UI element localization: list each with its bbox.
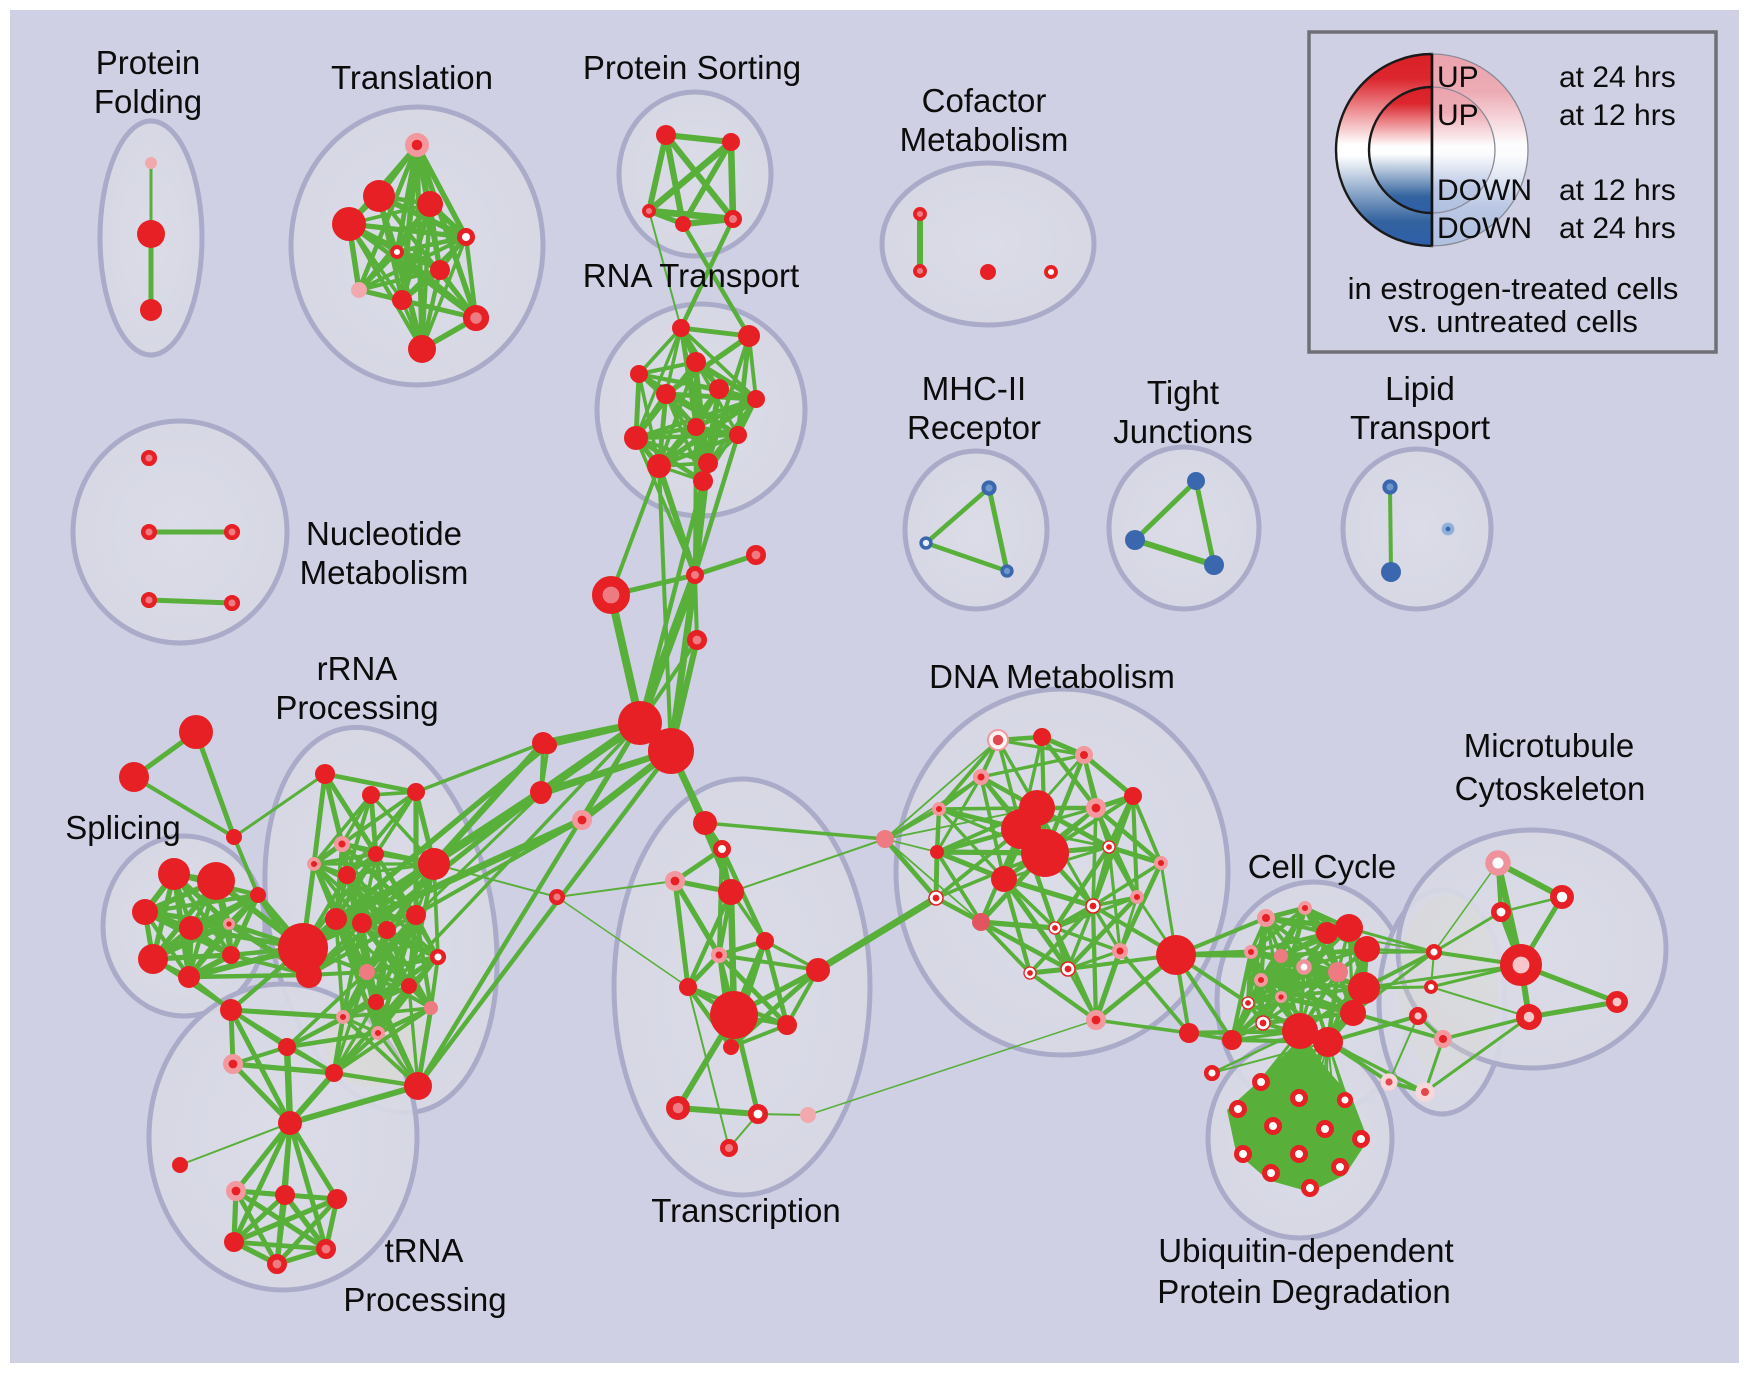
- svg-text:Processing: Processing: [275, 689, 438, 726]
- svg-text:Protein: Protein: [96, 44, 201, 81]
- svg-text:in estrogen-treated cells: in estrogen-treated cells: [1348, 271, 1679, 306]
- svg-text:Processing: Processing: [343, 1281, 506, 1318]
- svg-text:DNA Metabolism: DNA Metabolism: [929, 658, 1175, 695]
- svg-text:Metabolism: Metabolism: [300, 554, 469, 591]
- svg-text:Cell Cycle: Cell Cycle: [1248, 848, 1397, 885]
- svg-text:Transcription: Transcription: [651, 1192, 841, 1229]
- svg-text:Splicing: Splicing: [65, 809, 181, 846]
- svg-text:MHC-II: MHC-II: [922, 370, 1026, 407]
- svg-text:DOWN: DOWN: [1437, 212, 1532, 245]
- svg-text:vs. untreated cells: vs. untreated cells: [1388, 304, 1638, 339]
- svg-text:Receptor: Receptor: [907, 409, 1041, 446]
- svg-text:Tight: Tight: [1147, 374, 1219, 411]
- svg-text:at 24 hrs: at 24 hrs: [1559, 212, 1676, 245]
- svg-text:tRNA: tRNA: [385, 1232, 464, 1269]
- svg-text:at 24 hrs: at 24 hrs: [1559, 61, 1676, 94]
- svg-text:Folding: Folding: [94, 83, 202, 120]
- svg-text:DOWN: DOWN: [1437, 174, 1532, 207]
- svg-text:rRNA: rRNA: [317, 650, 398, 687]
- svg-text:Junctions: Junctions: [1113, 413, 1252, 450]
- svg-text:at 12 hrs: at 12 hrs: [1559, 99, 1676, 132]
- svg-text:UP: UP: [1437, 99, 1479, 132]
- svg-text:Cytoskeleton: Cytoskeleton: [1455, 770, 1646, 807]
- svg-text:RNA Transport: RNA Transport: [583, 257, 799, 294]
- svg-text:Lipid: Lipid: [1385, 370, 1455, 407]
- svg-text:Metabolism: Metabolism: [900, 121, 1069, 158]
- svg-text:at 12 hrs: at 12 hrs: [1559, 174, 1676, 207]
- svg-text:Translation: Translation: [331, 59, 493, 96]
- svg-text:UP: UP: [1437, 61, 1479, 94]
- svg-text:Microtubule: Microtubule: [1464, 727, 1635, 764]
- svg-text:Cofactor: Cofactor: [922, 82, 1047, 119]
- svg-text:Protein Sorting: Protein Sorting: [583, 49, 801, 86]
- svg-text:Transport: Transport: [1350, 409, 1490, 446]
- svg-text:Protein Degradation: Protein Degradation: [1157, 1273, 1451, 1310]
- svg-text:Ubiquitin-dependent: Ubiquitin-dependent: [1158, 1232, 1453, 1269]
- svg-text:Nucleotide: Nucleotide: [306, 515, 462, 552]
